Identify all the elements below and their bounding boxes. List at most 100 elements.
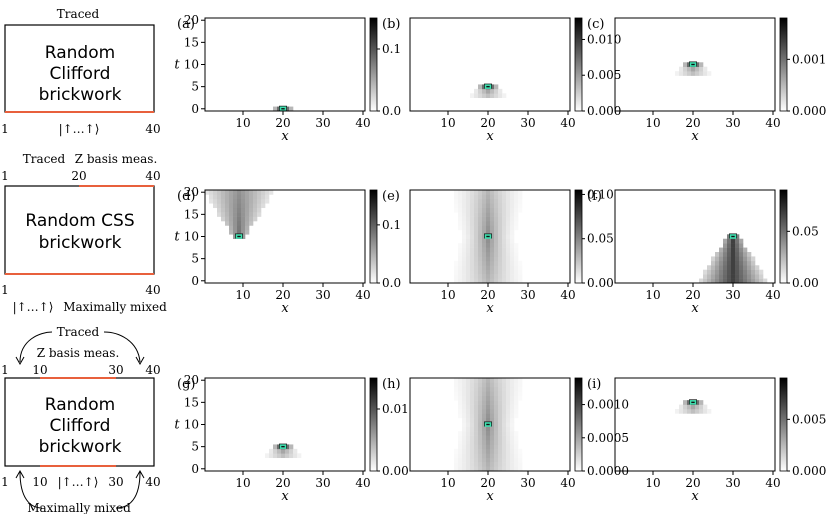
heatmap-cell <box>458 440 463 445</box>
heatmap-cell <box>478 216 483 222</box>
heatmap-cell <box>458 404 463 410</box>
heatmap-cell <box>474 462 479 467</box>
x-axis-label: x <box>486 489 494 504</box>
heatmap-cell <box>474 207 479 213</box>
heatmap-cell <box>478 378 483 383</box>
heatmap-cell <box>498 457 503 463</box>
heatmap-cell <box>502 243 507 248</box>
heatmap-cell <box>506 194 511 200</box>
heatmap-cell <box>474 88 479 94</box>
heatmap-cell <box>502 391 507 397</box>
heatmap-cell <box>514 190 519 195</box>
heatmap-cell <box>486 247 491 253</box>
heatmap-cell <box>474 404 479 410</box>
heatmap-cell <box>462 256 467 262</box>
heatmap-cell <box>498 260 503 266</box>
heatmap-cell <box>245 221 250 226</box>
heatmap-cell <box>727 269 732 275</box>
heatmap-cell <box>466 391 471 397</box>
plot-frame <box>204 17 366 112</box>
heatmap-cell <box>478 194 483 200</box>
heatmap-cell <box>478 225 483 231</box>
x-tick-label: 20 <box>275 476 290 490</box>
heatmap-cell <box>490 400 495 405</box>
heatmap-cell <box>510 400 515 405</box>
heatmap-cell <box>470 194 475 200</box>
heatmap-cell <box>490 409 495 414</box>
heatmap-cell <box>478 457 483 463</box>
heatmap-cell <box>506 386 511 392</box>
heatmap-cell <box>514 216 519 222</box>
heatmap-cell <box>474 256 479 262</box>
heatmap-cell <box>723 252 728 257</box>
heatmap-cell <box>518 391 523 397</box>
heatmap-cell <box>486 413 491 419</box>
heatmap-cell <box>470 409 475 414</box>
heatmap-cell <box>735 243 740 248</box>
heatmap-cell <box>482 88 487 94</box>
heatmap-cell <box>514 260 519 266</box>
heatmap-cell <box>510 190 515 195</box>
heatmap-cell <box>217 198 222 204</box>
heatmap-cell <box>454 265 459 271</box>
schematic-3-bottom-tick-30: 30 <box>108 475 123 489</box>
heatmap-cell <box>466 426 471 432</box>
colorbar-tick-label: 0.000 <box>792 464 826 478</box>
heatmap-cell <box>699 62 704 68</box>
heatmap-cell <box>510 203 515 209</box>
heatmap-cell <box>514 386 519 392</box>
heatmap-cell <box>518 448 523 454</box>
heatmap-cell <box>221 190 226 195</box>
schematic-3-box <box>4 377 155 467</box>
heatmap-cell <box>691 409 696 414</box>
heatmap-cell <box>731 238 736 244</box>
heatmap-cell <box>454 274 459 279</box>
heatmap-cell <box>285 448 290 454</box>
schematic-3-box-line-2: Clifford <box>50 416 111 436</box>
heatmap-cell <box>506 238 511 244</box>
peak-cell <box>235 233 243 239</box>
heatmap-cell <box>506 435 511 441</box>
heatmap-cell <box>221 207 226 213</box>
heatmap-cell <box>506 207 511 213</box>
schematic-1-bottom-tick-1: 1 <box>1 122 9 136</box>
heatmap-cell <box>253 190 258 195</box>
heatmap-cell <box>494 378 499 383</box>
heatmap-cell <box>715 274 720 279</box>
schematic-2-top-tick-20: 20 <box>71 169 86 183</box>
heatmap-cell <box>474 243 479 248</box>
x-tick-label: 40 <box>355 116 370 130</box>
heatmap-cell <box>486 243 491 248</box>
heatmap-cell <box>253 198 258 204</box>
heatmap-cell <box>494 216 499 222</box>
heatmap-cell <box>474 234 479 240</box>
heatmap-cell <box>458 382 463 388</box>
heatmap-cell <box>478 234 483 240</box>
heatmap-cell <box>494 234 499 240</box>
schematic-3-box-line-1: Random <box>45 395 115 415</box>
schematic-3-bottom-tick-1: 1 <box>1 475 9 489</box>
heatmap-cell <box>470 274 475 279</box>
heatmap-cell <box>458 256 463 262</box>
heatmap-cell <box>747 274 752 279</box>
heatmap-cell <box>486 462 491 467</box>
heatmap-cell <box>466 413 471 419</box>
heatmap-cell <box>506 229 511 235</box>
x-tick-label: 20 <box>275 116 290 130</box>
heatmap-cell <box>474 229 479 235</box>
schematic-1-top-label-traced: Traced <box>57 7 100 21</box>
heatmap-cell <box>711 265 716 271</box>
colorbar <box>779 189 788 284</box>
heatmap-cell <box>506 457 511 463</box>
heatmap-cell <box>454 466 459 472</box>
heatmap-cell <box>458 431 463 436</box>
heatmap-cell <box>514 212 519 217</box>
heatmap-cell <box>494 84 499 90</box>
heatmap-cell <box>679 71 684 76</box>
heatmap-cell <box>466 238 471 244</box>
x-tick-label: 40 <box>355 476 370 490</box>
schematic-3-top-tick-30: 30 <box>108 363 123 377</box>
heatmap-cell <box>715 256 720 262</box>
heatmap-cell <box>462 426 467 432</box>
heatmap-cell <box>462 234 467 240</box>
